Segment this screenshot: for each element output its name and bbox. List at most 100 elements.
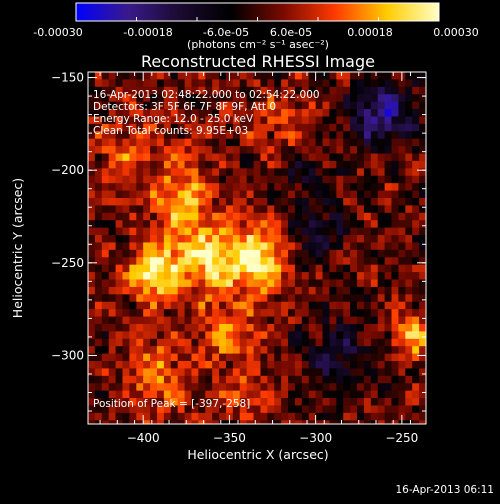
heatmap-cell <box>246 257 255 266</box>
heatmap-cell <box>239 94 248 103</box>
heatmap-cell <box>177 264 186 273</box>
heatmap-cell <box>205 94 213 103</box>
heatmap-cell <box>308 279 317 288</box>
heatmap-cell <box>357 94 365 103</box>
heatmap-cell <box>198 101 206 110</box>
heatmap-cell <box>281 160 289 169</box>
heatmap-cell <box>301 175 310 184</box>
heatmap-cell <box>329 383 337 392</box>
heatmap-cell <box>391 286 400 295</box>
heatmap-cell <box>150 375 158 384</box>
heatmap-cell <box>350 279 358 288</box>
heatmap-cell <box>136 338 144 347</box>
heatmap-cell <box>267 227 275 236</box>
heatmap-cell <box>322 138 331 147</box>
heatmap-cell <box>219 375 227 384</box>
heatmap-cell <box>212 109 220 117</box>
heatmap-cell <box>122 398 130 406</box>
y-axis-ticks <box>88 77 426 412</box>
heatmap-cell <box>177 123 186 132</box>
heatmap-cell <box>398 197 406 206</box>
heatmap-cell <box>377 109 386 117</box>
heatmap-cell <box>129 197 137 206</box>
heatmap-cell <box>184 109 193 117</box>
heatmap-cell <box>398 301 406 310</box>
heatmap-cell <box>322 398 331 406</box>
heatmap-cell <box>143 249 151 258</box>
heatmap-cell <box>88 131 96 140</box>
heatmap-cell <box>253 183 262 192</box>
heatmap-cell <box>281 183 289 192</box>
heatmap-cell <box>294 323 303 332</box>
heatmap-cell <box>288 94 296 103</box>
heatmap-cell <box>184 190 193 199</box>
heatmap-cell <box>363 168 372 177</box>
heatmap-cell <box>357 309 365 318</box>
heatmap-cell <box>391 168 400 177</box>
heatmap-cell <box>136 146 144 155</box>
heatmap-cell <box>274 146 282 155</box>
heatmap-cell <box>288 398 296 406</box>
heatmap-cell <box>343 272 351 281</box>
heatmap-cell <box>288 338 296 347</box>
heatmap-cell <box>329 153 337 162</box>
heatmap-cell <box>281 405 289 414</box>
heatmap-cell <box>129 272 137 281</box>
heatmap-cell <box>253 323 262 332</box>
heatmap-cell <box>274 368 282 377</box>
heatmap-cell <box>115 146 124 155</box>
heatmap-cell <box>88 249 96 258</box>
heatmap-cell <box>294 212 303 221</box>
heatmap-cell <box>129 346 137 355</box>
heatmap-cell <box>336 153 344 162</box>
heatmap-cell <box>143 138 151 147</box>
heatmap-cell <box>212 390 220 399</box>
heatmap-cell <box>391 220 400 229</box>
heatmap-cell <box>170 175 179 184</box>
heatmap-cell <box>150 272 158 281</box>
heatmap-cell <box>267 264 275 273</box>
heatmap-cell <box>405 398 413 406</box>
heatmap-cell <box>205 286 213 295</box>
heatmap-cell <box>329 86 337 95</box>
heatmap-cell <box>225 375 234 384</box>
heatmap-cell <box>322 257 331 266</box>
heatmap-cell <box>377 72 386 80</box>
heatmap-cell <box>281 190 289 199</box>
heatmap-cell <box>350 175 358 184</box>
heatmap-cell <box>94 220 103 229</box>
heatmap-cell <box>405 331 413 340</box>
x-axis-label: Heliocentric X (arcsec) <box>187 447 328 462</box>
heatmap-cell <box>94 101 103 110</box>
heatmap-cell <box>329 279 337 288</box>
heatmap-cell <box>308 94 317 103</box>
heatmap-cell <box>350 294 358 303</box>
heatmap-cell <box>150 279 158 288</box>
heatmap-cell <box>184 405 193 414</box>
heatmap-cell <box>191 309 199 318</box>
heatmap-cell <box>267 175 275 184</box>
heatmap-cell <box>246 190 255 199</box>
heatmap-cell <box>108 353 117 362</box>
heatmap-cell <box>94 309 103 318</box>
heatmap-cell <box>143 412 151 421</box>
heatmap-cell <box>377 361 386 369</box>
heatmap-cell <box>391 242 400 251</box>
heatmap-cell <box>177 383 186 392</box>
heatmap-cell <box>232 146 241 155</box>
heatmap-cell <box>219 220 227 229</box>
heatmap-cell <box>253 94 262 103</box>
heatmap-cell <box>253 197 262 206</box>
heatmap-cell <box>363 331 372 340</box>
heatmap-cell <box>246 109 255 117</box>
heatmap-cell <box>122 361 130 369</box>
heatmap-cell <box>150 235 158 243</box>
heatmap-cell <box>88 294 96 303</box>
heatmap-cell <box>343 309 351 318</box>
heatmap-cell <box>219 153 227 162</box>
heatmap-cell <box>329 146 337 155</box>
heatmap-cell <box>350 249 358 258</box>
heatmap-cell <box>108 175 117 184</box>
heatmap-cell <box>122 323 130 332</box>
heatmap-cell <box>329 257 337 266</box>
